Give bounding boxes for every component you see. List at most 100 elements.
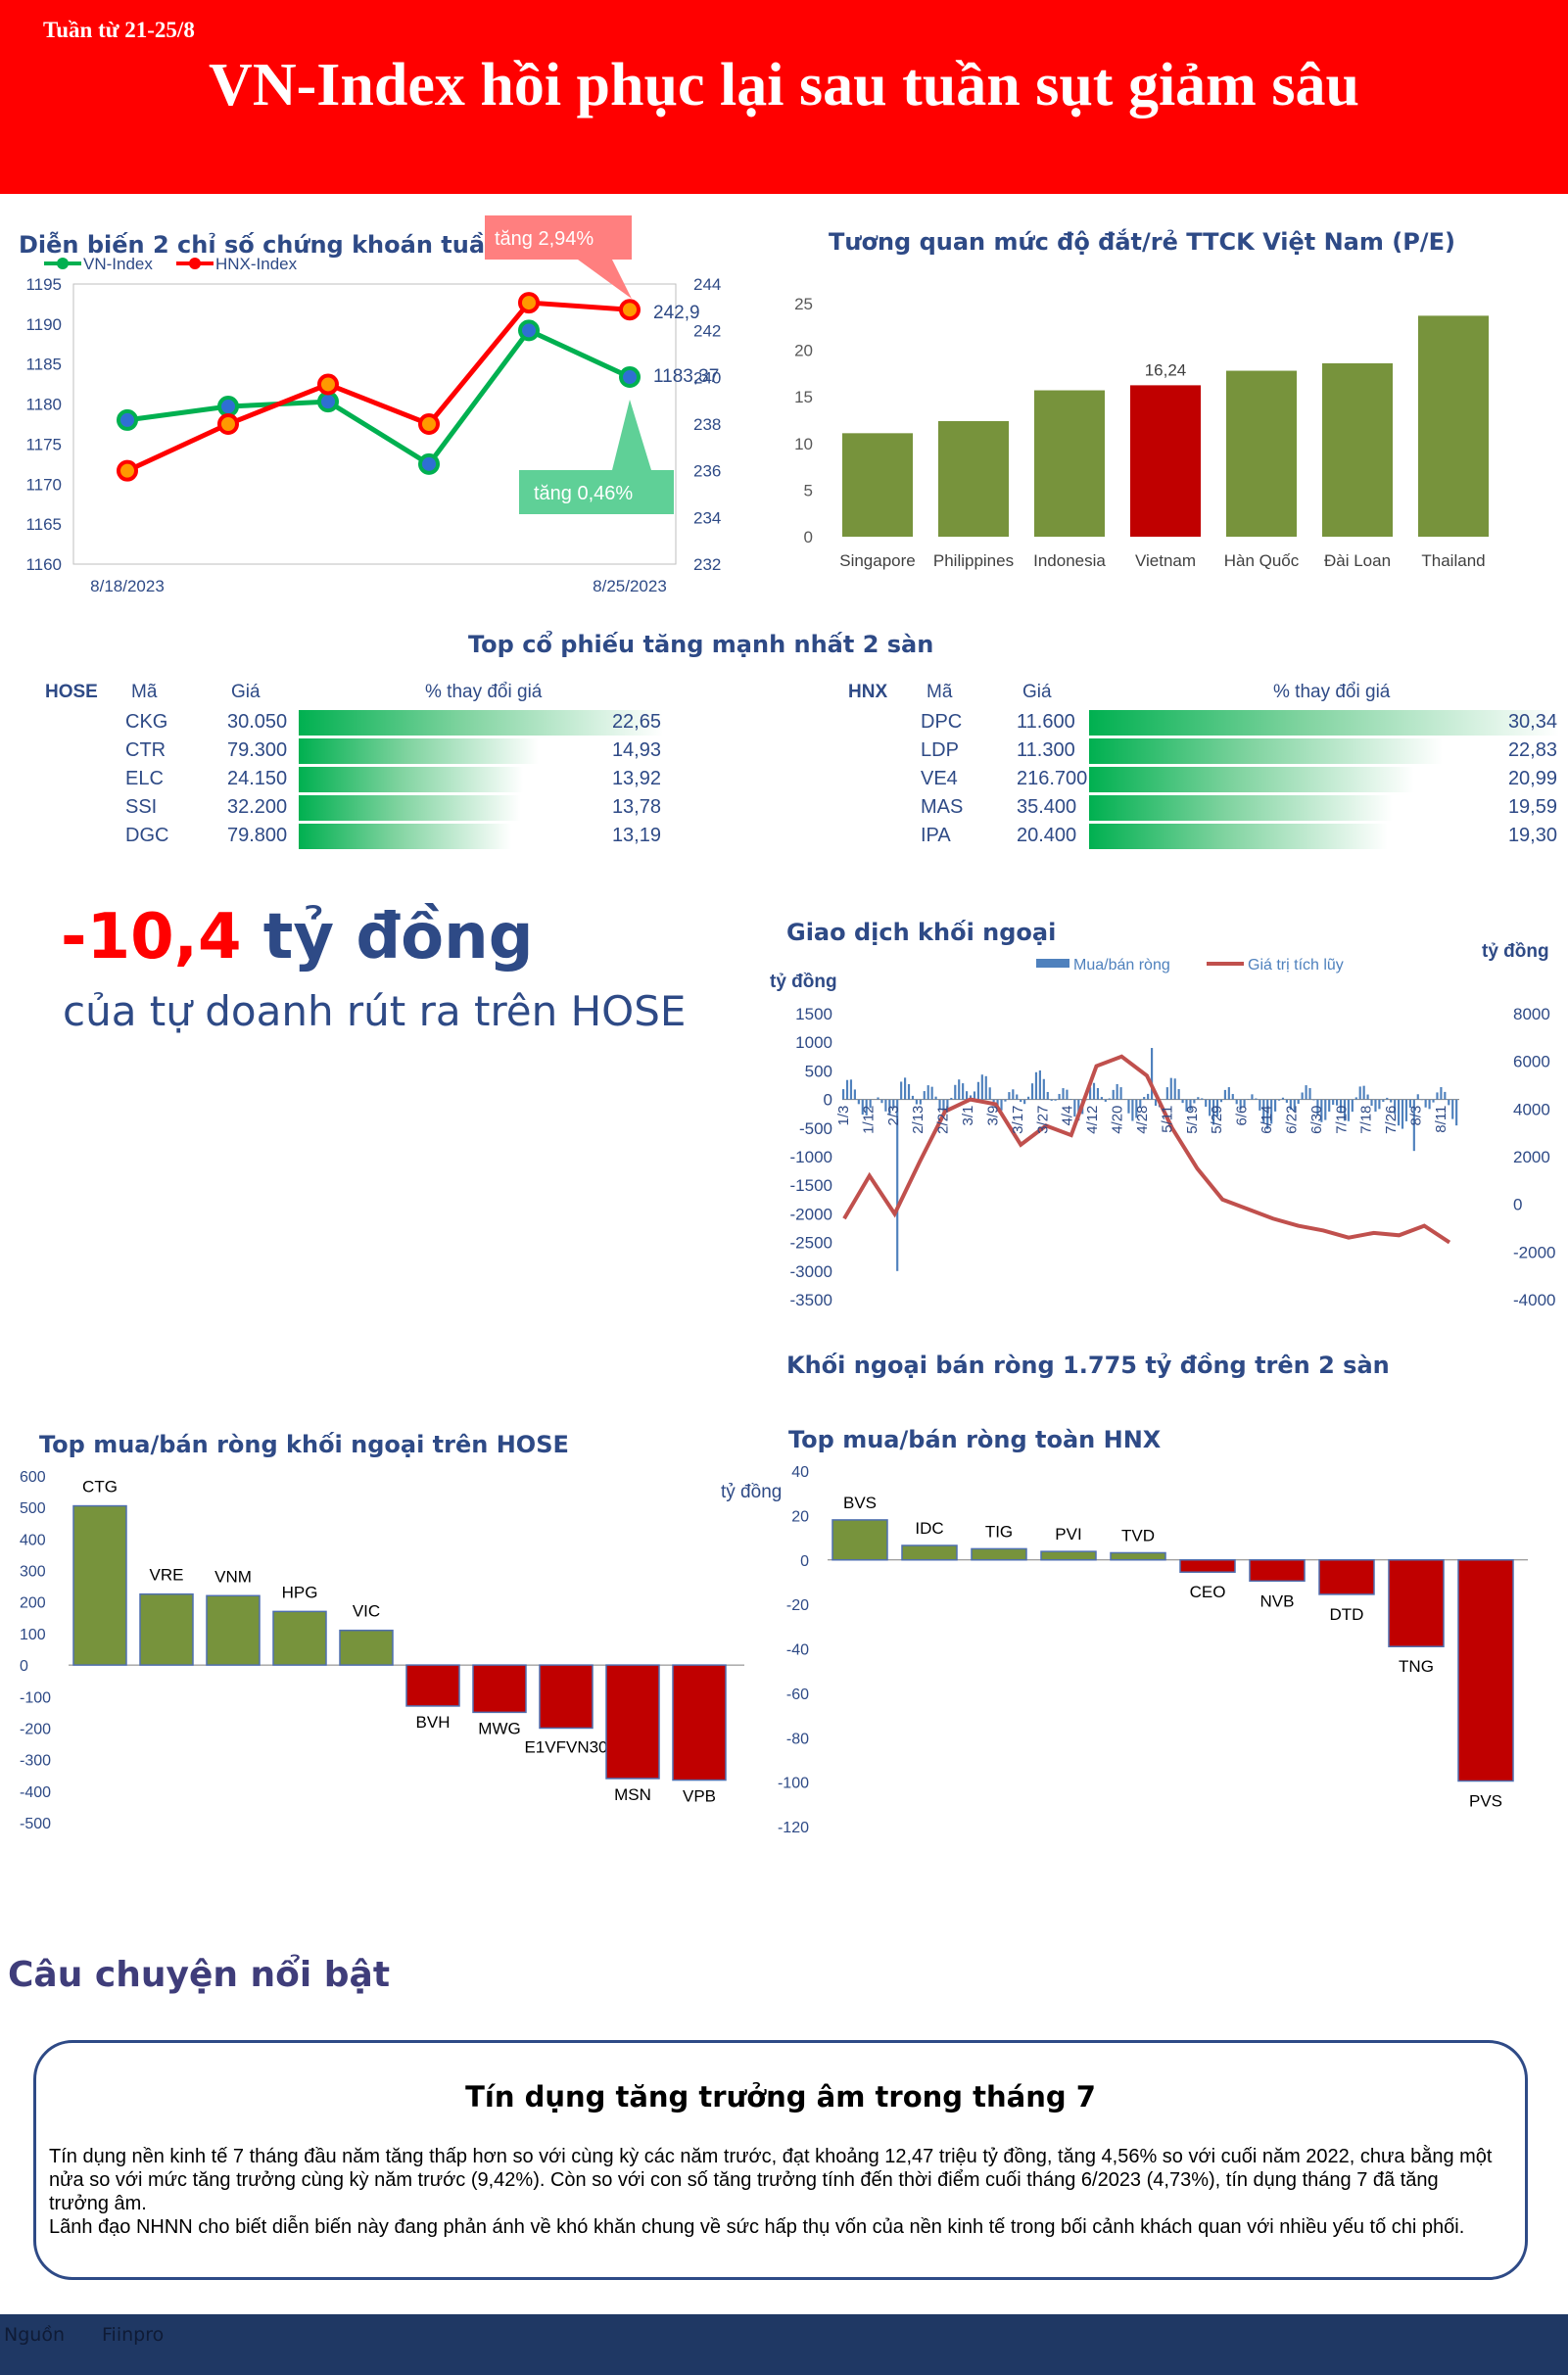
net-bar [72,1504,127,1666]
net-bar [1457,1559,1514,1782]
net-flow-bar [1154,1099,1158,1106]
story-section-title: Câu chuyện nổi bật [8,1955,391,1995]
series-point [619,299,641,321]
net-bar [1249,1559,1306,1583]
bar-label: PVI [1055,1525,1081,1544]
y-axis-tick: 5 [804,481,813,499]
net-flow-bar [1255,1098,1258,1100]
y-axis-tick: 200 [20,1595,46,1612]
callout-down-text: tăng 0,46% [534,483,633,504]
series-point [317,373,339,396]
series-point [418,452,440,475]
gainer-change-value: 14,93 [611,739,661,761]
net-flow-bar [1000,1099,1003,1111]
pe-chart-title: Tương quan mức độ đắt/rẻ TTCK Việt Nam (… [829,228,1455,256]
hose-exchange-label: HOSE [45,682,98,702]
pe-bar [1034,390,1105,537]
gainer-price: 24.150 [227,768,288,789]
net-flow-bar [1231,1094,1234,1100]
hnx-price-header: Giá [1022,682,1052,702]
right-axis-tick: 2000 [1513,1148,1550,1166]
net-flow-bar [1412,1099,1415,1152]
net-flow-bar [1362,1085,1365,1100]
net-flow-bar [1394,1099,1397,1115]
right-axis-tick: 4000 [1513,1100,1550,1118]
net-flow-bar [1012,1089,1015,1100]
y-axis-tick: 25 [794,295,813,313]
gainer-change-value: 13,92 [611,768,661,789]
left-axis-tick: -3500 [790,1291,832,1309]
x-axis-tick: 5/29 [1209,1106,1225,1134]
left-axis-tick: 1170 [25,475,62,494]
left-axis-tick: -3000 [790,1262,832,1281]
net-flow-bar [962,1083,965,1100]
last-vn-label: 1183,37 [653,366,719,387]
x-axis-tick: 6/14 [1259,1106,1275,1134]
net-flow-bar [1401,1099,1404,1129]
top-gainers-title: Top cổ phiếu tăng mạnh nhất 2 sàn [468,631,934,658]
gainer-change-value: 13,78 [611,796,661,818]
x-axis-tick: Đài Loan [1324,551,1391,570]
legend-marker [189,258,201,269]
gainer-change-bar [1089,767,1414,792]
series-point [619,366,641,389]
legend-label: VN-Index [83,255,153,273]
net-flow-bar [1262,1099,1265,1124]
net-flow-bar [1416,1094,1419,1100]
x-axis-tick: 3/9 [985,1106,1002,1126]
bar-label: TNG [1399,1657,1434,1676]
net-flow-bar [1030,1083,1034,1100]
pe-bar [938,420,1009,537]
x-axis-tick: 8/11 [1433,1106,1449,1133]
bar-label: NVB [1260,1591,1295,1610]
net-flow-bar [1027,1096,1030,1100]
net-flow-bar [927,1085,929,1100]
y-axis-tick: -60 [786,1686,809,1703]
series-point [518,292,540,314]
left-axis-tick: -500 [799,1119,832,1138]
left-axis-tick: -1500 [790,1176,832,1195]
net-bar [405,1664,460,1707]
net-flow-bar [1215,1099,1219,1117]
y-axis-tick: 0 [800,1553,809,1570]
x-axis-tick: 6/6 [1234,1106,1251,1126]
index-line-chart: 1160 1165 1170 1175 1180 1185 1190 1195 232 234 23… [25,215,721,595]
net-flow-bar [892,1099,895,1109]
net-flow-bar [1108,1098,1111,1100]
hnx-foreign-title: Top mua/bán ròng toàn HNX [788,1426,1162,1453]
bar-label: VPB [683,1787,716,1806]
net-flow-bar [1212,1099,1215,1125]
net-flow-bar [1239,1099,1242,1110]
x-axis-tick: 6/30 [1308,1106,1325,1134]
x-axis-tick: Vietnam [1135,551,1196,570]
hose-foreign-bar-chart: 600 500 400 300 200 100 0 -100 -200 -300 -400 -500 C… [20,1469,744,1832]
net-flow-bar [884,1099,887,1112]
net-flow-bar [1293,1099,1296,1112]
gainer-code: CKG [125,711,168,733]
gainer-change-value: 19,30 [1507,825,1557,846]
net-flow-bar [1455,1099,1458,1126]
net-flow-bar [1297,1099,1300,1105]
net-flow-bar [842,1089,845,1100]
gainer-price: 30.050 [227,711,288,733]
net-flow-bar [1038,1069,1041,1100]
net-flow-bar [1277,1099,1281,1101]
net-bar [832,1519,888,1561]
left-axis-tick: 1160 [25,555,62,574]
net-flow-bar [1151,1048,1154,1100]
net-flow-bar [1073,1099,1076,1117]
x-axis-tick: 2/3 [885,1106,902,1126]
net-flow-bar [1451,1099,1454,1119]
net-flow-bar [1034,1071,1038,1100]
net-flow-bar [1386,1097,1389,1100]
net-bar [539,1664,594,1730]
net-flow-bar [930,1086,933,1100]
net-bar [1040,1550,1097,1561]
bar-label: HPG [282,1583,318,1601]
gainer-code: DPC [921,711,963,733]
right-axis-unit: tỷ đồng [1482,941,1549,962]
net-flow-bar [1382,1099,1385,1102]
net-flow-bar [1448,1099,1450,1106]
gainer-code: DGC [125,825,169,846]
gainer-change-bar [1089,795,1393,821]
